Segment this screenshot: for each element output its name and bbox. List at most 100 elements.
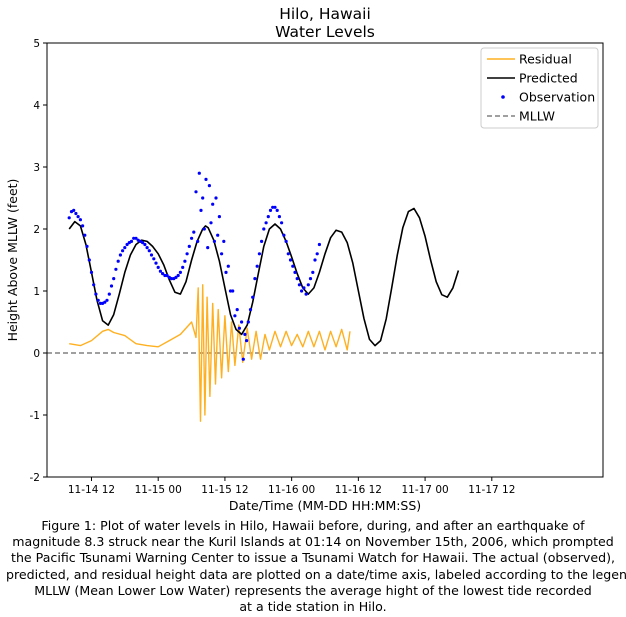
observation-point [154, 261, 158, 265]
observation-point [255, 264, 259, 268]
observation-point [268, 208, 273, 212]
legend: Residual Predicted Observation MLLW [480, 47, 599, 129]
observation-point [295, 277, 299, 281]
observation-point [235, 308, 239, 312]
y-tick-label: -1 [30, 410, 40, 422]
legend-label: Predicted [519, 71, 578, 86]
observation-point [105, 298, 109, 302]
observation-point [196, 239, 200, 243]
axes-layer: -2 -1 0 1 2 3 4 5 11-14 12 11-15 00 11-15 12 11-16 … [5, 38, 604, 513]
observation-point [293, 270, 297, 274]
observation-point [317, 242, 321, 247]
figure-caption: Figure 1: Plot of water levels in Hilo, … [6, 518, 626, 615]
observation-point [271, 205, 275, 209]
observation-point [132, 236, 136, 240]
predicted-line [68, 207, 460, 347]
observation-point [251, 295, 255, 299]
observation-point [315, 252, 319, 256]
observation-point [83, 233, 87, 237]
observation-point [185, 252, 189, 256]
observation-point [209, 221, 213, 225]
observation-point [248, 308, 253, 312]
observation-point [143, 242, 147, 247]
legend-label: MLLW [519, 109, 555, 124]
observation-point [226, 264, 230, 268]
observation-point [233, 314, 237, 318]
observation-point [220, 252, 224, 256]
observation-point [147, 249, 151, 253]
observation-point [76, 215, 80, 219]
observation-point [241, 357, 245, 361]
observation-point [116, 259, 120, 263]
observation-point [231, 289, 235, 293]
observation-point [174, 275, 178, 279]
observation-point [260, 239, 264, 243]
observation-point [243, 332, 247, 336]
observation-point [183, 259, 187, 263]
observation-point [237, 326, 241, 330]
y-tick-label: 0 [33, 348, 40, 360]
observation-point [163, 273, 167, 278]
observation-point [190, 236, 194, 240]
x-axis-label: Date/Time (MM-DD HH:MM:SS) [229, 498, 421, 513]
observation-point [246, 320, 250, 324]
observation-point [121, 249, 125, 253]
observation-point [141, 241, 145, 245]
observation-point [245, 339, 249, 343]
x-tick-label: 11-16 00 [268, 484, 315, 496]
plot-frame [46, 42, 604, 478]
observation-point [264, 221, 268, 225]
observation-point [103, 300, 107, 304]
observation-point [280, 221, 284, 225]
observation-point [286, 252, 290, 256]
observation-point [78, 218, 82, 222]
observation-point [123, 246, 127, 250]
caption-line: predicted, and residual height data are … [6, 566, 626, 582]
observation-point [176, 273, 180, 278]
caption-line: MLLW (Mean Lower Low Water) represents t… [34, 582, 592, 598]
observation-point [304, 292, 308, 296]
title-line: Hilo, Hawaii [279, 5, 371, 23]
observation-point [81, 224, 85, 228]
observation-point [87, 258, 91, 262]
observation-point [72, 208, 76, 212]
observation-point [291, 264, 295, 268]
observation-point [85, 244, 89, 248]
observation-point [129, 239, 134, 243]
observation-point [288, 258, 293, 262]
observation-point [178, 270, 182, 274]
observation-point [134, 236, 138, 240]
caption-line: magnitude 8.3 struck near the Kuril Isla… [12, 534, 614, 550]
observation-point [197, 171, 201, 175]
observation-point [107, 292, 111, 296]
observation-point [277, 215, 281, 219]
legend-marker-observation [501, 95, 505, 99]
observation-point [112, 277, 116, 281]
observation-point [118, 253, 122, 257]
observation-point [275, 208, 279, 212]
observation-point [253, 277, 257, 281]
observation-point [206, 246, 210, 250]
observation-point [217, 215, 221, 219]
observation-point [169, 277, 174, 281]
observation-point [161, 272, 165, 276]
observation-point [212, 239, 216, 243]
legend-label: Observation [519, 90, 595, 105]
observation-point [214, 196, 218, 200]
observation-point [67, 216, 71, 220]
observation-point [306, 283, 310, 287]
observation-point [257, 252, 261, 256]
observation-point [92, 283, 96, 287]
observation-point [302, 286, 306, 290]
x-tick-label: 11-15 12 [201, 484, 248, 496]
observation-point [207, 184, 211, 188]
observation-point [149, 253, 154, 257]
x-tick-label: 11-17 12 [468, 484, 515, 496]
observation-point [98, 301, 102, 305]
observation-point [194, 190, 198, 194]
observation-point [152, 257, 156, 261]
caption-line: the Pacific Tsunami Warning Center to is… [11, 550, 615, 566]
observation-point [282, 233, 286, 237]
